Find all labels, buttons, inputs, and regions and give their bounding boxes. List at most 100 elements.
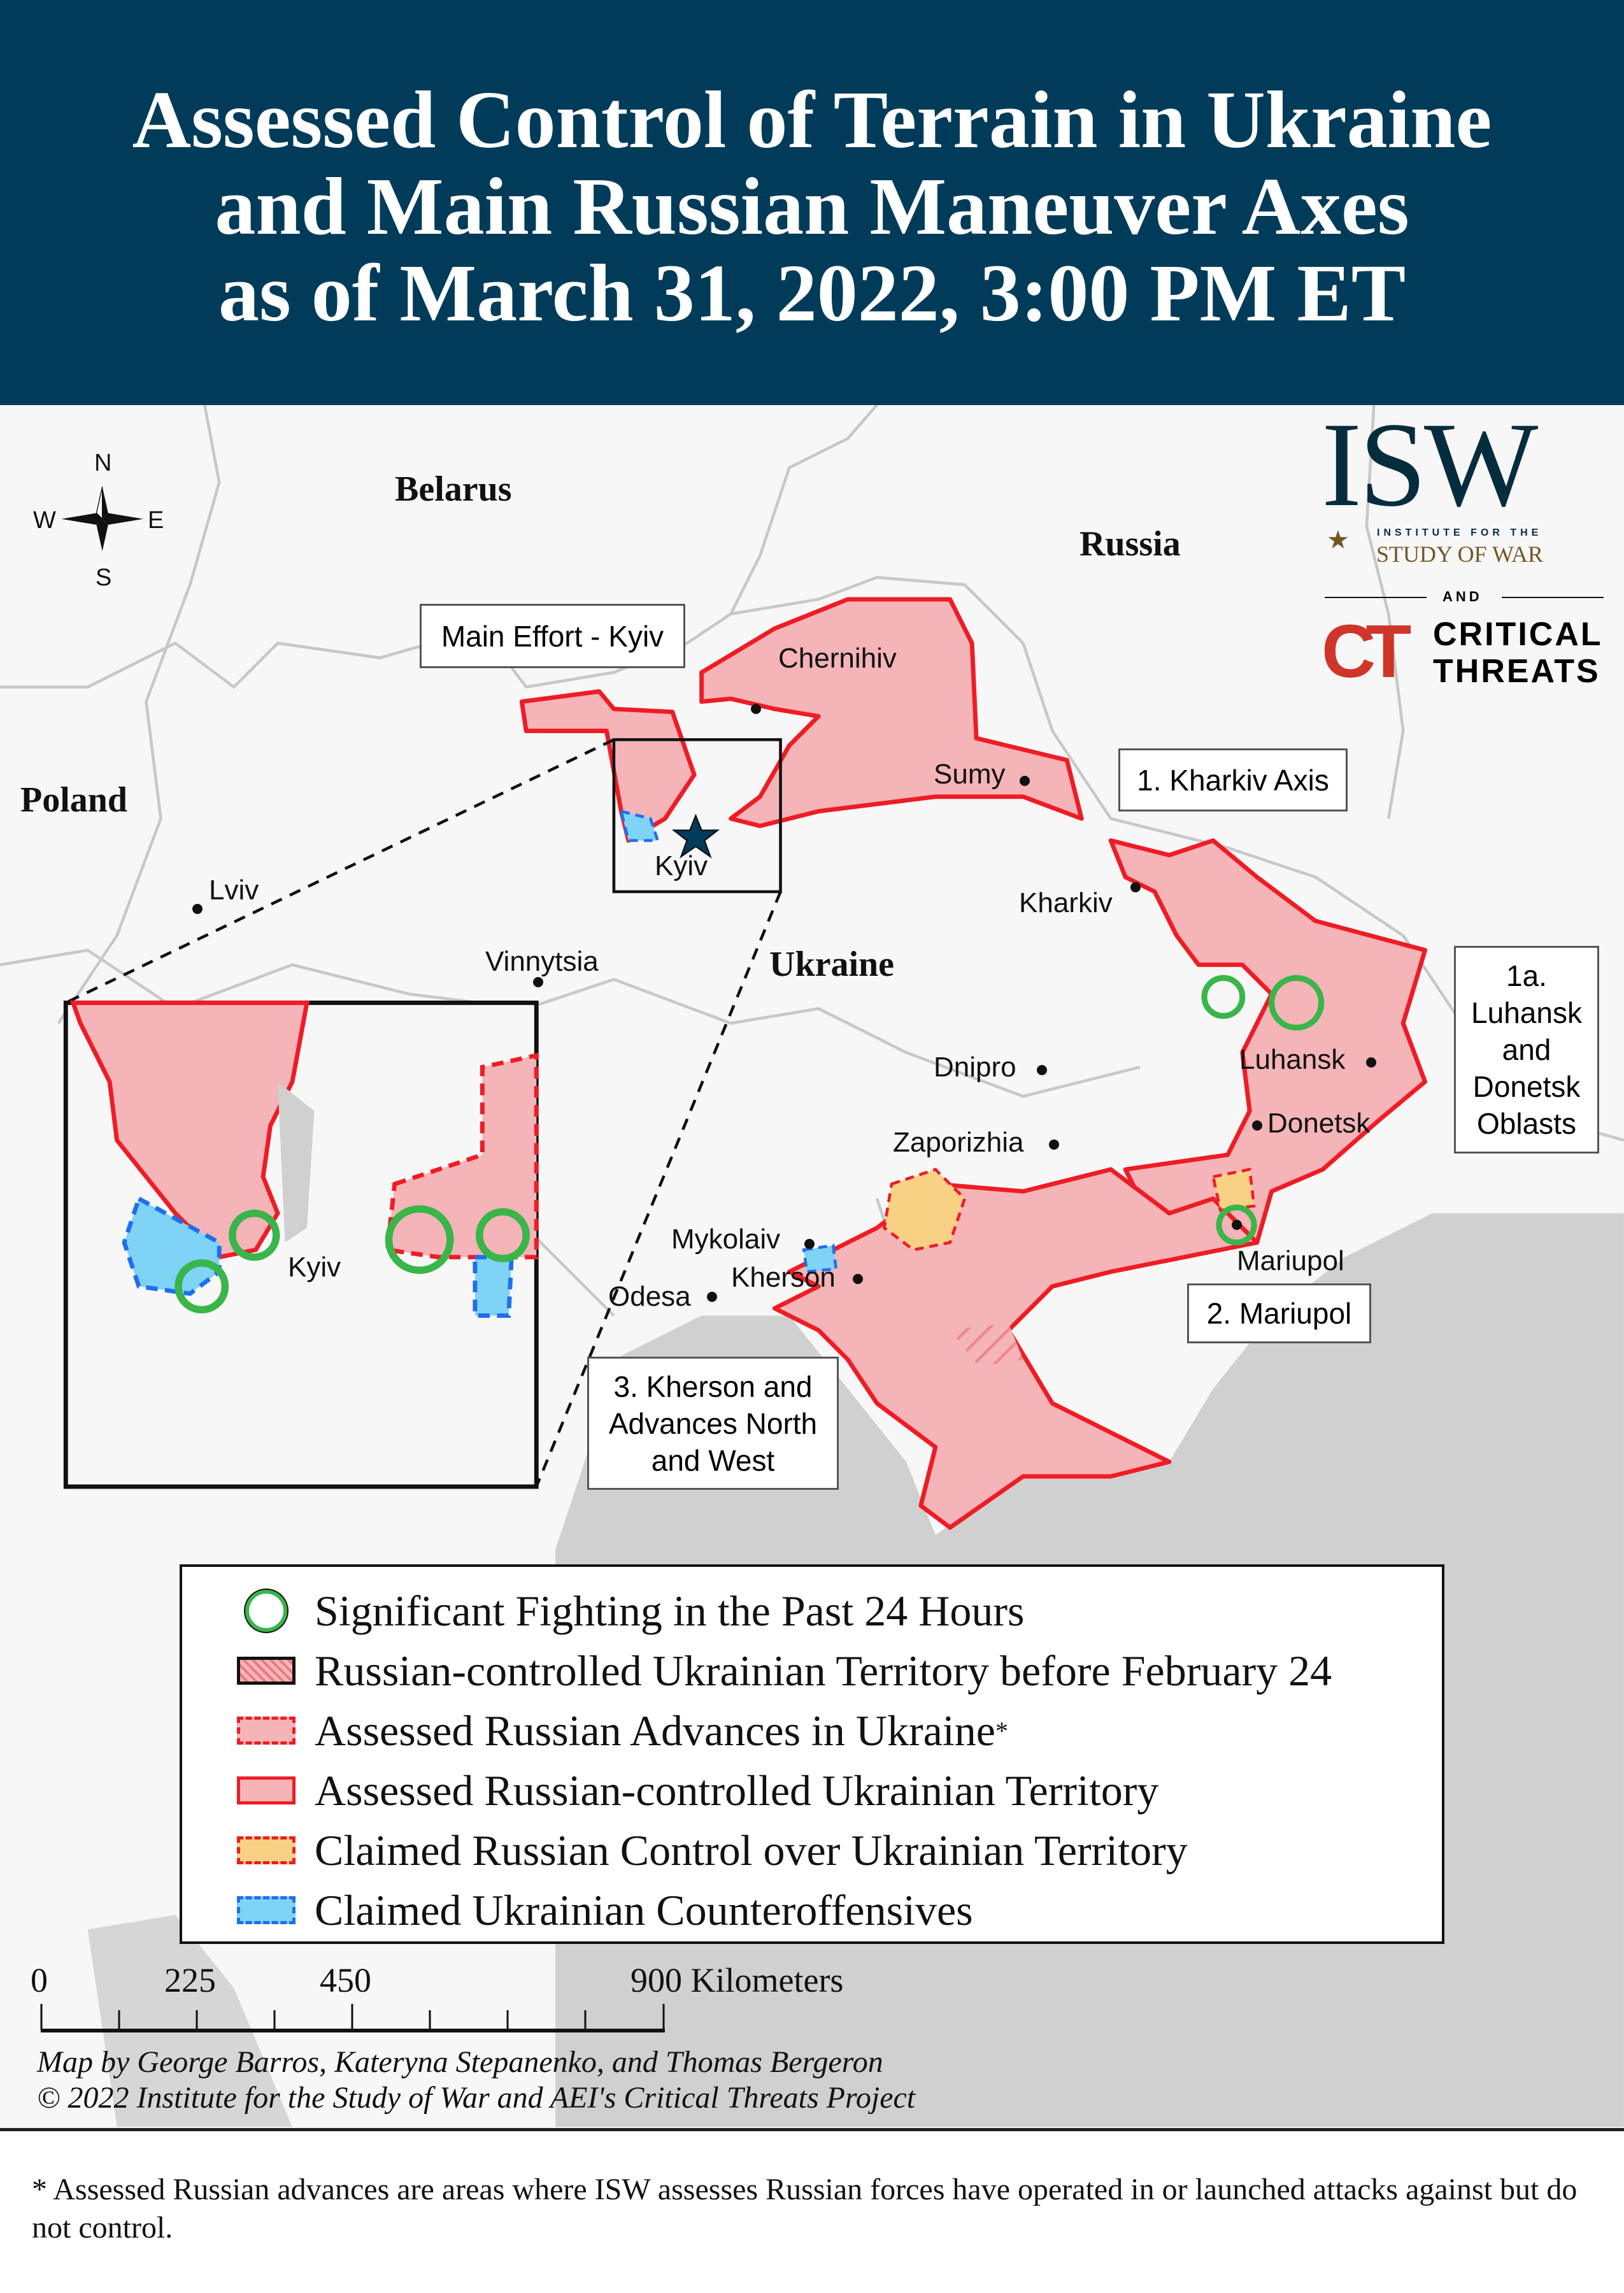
solid-red-pink-icon <box>237 1776 296 1804</box>
russian-area-chernihiv-sumy <box>699 597 1084 829</box>
title-line-3: as of March 31, 2022, 3:00 PM ET <box>218 248 1406 338</box>
legend-item: Assessed Russian Advances in Ukraine * <box>237 1702 1008 1759</box>
city-dot <box>804 1239 815 1249</box>
credits-line-1: Map by George Barros, Kateryna Stepanenk… <box>37 2045 883 2079</box>
city-dot <box>1252 1120 1262 1131</box>
city-dot <box>1049 1139 1059 1150</box>
axis-label-line: Donetsk <box>1472 1070 1581 1103</box>
sea-west <box>87 1915 292 2127</box>
axis-luhansk-donetsk: 1a. Luhansk and Donetsk Oblasts <box>1454 946 1599 1154</box>
city-dot <box>192 904 203 914</box>
legend-label: Significant Fighting in the Past 24 Hour… <box>315 1586 1025 1635</box>
city-dot <box>853 1274 863 1284</box>
scale-tick-0: 0 <box>31 1961 48 1999</box>
city-sumy: Sumy <box>934 759 1006 790</box>
credits: Map by George Barros, Kateryna Stepanenk… <box>37 2045 915 2116</box>
claimed-russian-zaporizhia <box>882 1168 967 1252</box>
kyiv-zoom-box <box>612 738 782 894</box>
legend: Significant Fighting in the Past 24 Hour… <box>180 1564 1444 1944</box>
axis-kharkiv: 1. Kharkiv Axis <box>1118 748 1348 811</box>
city-dnipro: Dnipro <box>934 1052 1016 1083</box>
axis-label-line: 3. Kherson and <box>613 1369 813 1403</box>
legend-label: Assessed Russian Advances in Ukraine <box>315 1706 995 1755</box>
axis-label-line: and <box>1502 1033 1551 1066</box>
city-lviv: Lviv <box>209 875 259 906</box>
legend-label: Claimed Ukrainian Counteroffensives <box>315 1885 973 1934</box>
legend-item: Claimed Russian Control over Ukrainian T… <box>237 1822 1188 1879</box>
map-area: N S W E Belarus Russia Poland Ukraine Ch… <box>0 398 1624 2128</box>
divider <box>1325 597 1427 598</box>
legend-label: Assessed Russian-controlled Ukrainian Te… <box>315 1766 1159 1815</box>
city-kyiv: Kyiv <box>655 850 708 882</box>
claimed-russian-mariupol <box>1211 1168 1256 1212</box>
title-line-1: Assessed Control of Terrain in Ukraine <box>132 75 1492 165</box>
legend-item: Russian-controlled Ukrainian Territory b… <box>237 1642 1332 1699</box>
axis-label-line: Luhansk <box>1471 996 1582 1029</box>
city-dot <box>751 704 761 714</box>
scale-bar <box>40 2004 665 2032</box>
axis-label-line: Oblasts <box>1477 1107 1576 1140</box>
legend-superscript: * <box>995 1716 1008 1745</box>
dashed-red-orange-icon <box>237 1836 296 1864</box>
ukrainian-counter-mykolaiv <box>802 1243 838 1274</box>
green-circle-icon <box>237 1590 296 1632</box>
axis-label-line: and West <box>651 1443 775 1477</box>
ct-logo-mark: CT <box>1321 614 1411 689</box>
ct-line2: THREATS <box>1433 653 1600 690</box>
logo-and: AND <box>1442 589 1483 604</box>
city-chernihiv: Chernihiv <box>778 643 897 674</box>
city-dot <box>1366 1057 1376 1068</box>
legend-label: Claimed Russian Control over Ukrainian T… <box>315 1825 1188 1875</box>
star-icon: ★ <box>1327 526 1350 554</box>
city-luhansk: Luhansk <box>1239 1044 1346 1075</box>
city-dot <box>533 977 543 987</box>
country-belarus: Belarus <box>395 469 512 509</box>
isw-sub2: STUDY OF WAR <box>1376 541 1544 567</box>
kyiv-inset-map <box>63 1000 539 1489</box>
footnote: * Assessed Russian advances are areas wh… <box>0 2128 1624 2293</box>
scale-tick-450: 450 <box>320 1961 371 1999</box>
compass-e: E <box>148 507 164 534</box>
inset-city-kyiv: Kyiv <box>288 1252 341 1283</box>
city-odesa: Odesa <box>608 1281 691 1312</box>
divider <box>1502 597 1604 598</box>
credits-line-2: © 2022 Institute for the Study of War an… <box>37 2081 916 2115</box>
compass-w: W <box>33 507 56 534</box>
legend-item: Significant Fighting in the Past 24 Hour… <box>237 1582 1024 1639</box>
axis-label-line: Advances North <box>608 1406 818 1440</box>
fighting-ring <box>229 1210 280 1261</box>
isw-ct-logo: ISW ★ INSTITUTE FOR THE STUDY OF WAR AND… <box>1321 398 1605 693</box>
fighting-ring <box>1201 975 1246 1019</box>
legend-item: Claimed Ukrainian Counteroffensives <box>237 1882 973 1939</box>
city-dot <box>1130 882 1141 892</box>
legend-item: Assessed Russian-controlled Ukrainian Te… <box>237 1762 1158 1819</box>
axis-kherson: 3. Kherson and Advances North and West <box>587 1357 839 1490</box>
dashed-blue-cyan-icon <box>237 1896 296 1924</box>
compass-n: N <box>94 450 112 476</box>
title-line-2: and Main Russian Maneuver Axes <box>215 161 1409 252</box>
fighting-ring <box>385 1205 454 1275</box>
legend-label: Russian-controlled Ukrainian Territory b… <box>315 1646 1332 1695</box>
compass-rose-icon <box>61 487 143 552</box>
crimea-pre-feb24 <box>950 1322 1023 1367</box>
isw-logo-text: ISW <box>1321 398 1538 532</box>
compass-s: S <box>96 564 112 591</box>
city-kharkiv: Kharkiv <box>1019 887 1113 918</box>
city-kherson: Kherson <box>731 1262 836 1293</box>
city-dot <box>1020 776 1030 786</box>
axis-main-effort-kyiv: Main Effort - Kyiv <box>420 604 685 668</box>
ukrainian-counter-kyiv <box>619 809 660 842</box>
fighting-ring <box>175 1259 229 1314</box>
city-dot <box>1232 1220 1242 1230</box>
city-mykolaiv: Mykolaiv <box>671 1224 781 1255</box>
fighting-ring <box>476 1208 530 1262</box>
fighting-ring <box>1269 975 1325 1031</box>
country-poland: Poland <box>20 780 128 820</box>
country-ukraine: Ukraine <box>769 945 894 984</box>
city-dot <box>707 1292 717 1302</box>
russian-area-kharkiv-donbas <box>1108 838 1428 1245</box>
inset-connector <box>535 891 782 1487</box>
borders <box>0 405 1624 1317</box>
country-russia: Russia <box>1079 524 1181 564</box>
city-zaporizhia: Zaporizhia <box>893 1127 1024 1158</box>
